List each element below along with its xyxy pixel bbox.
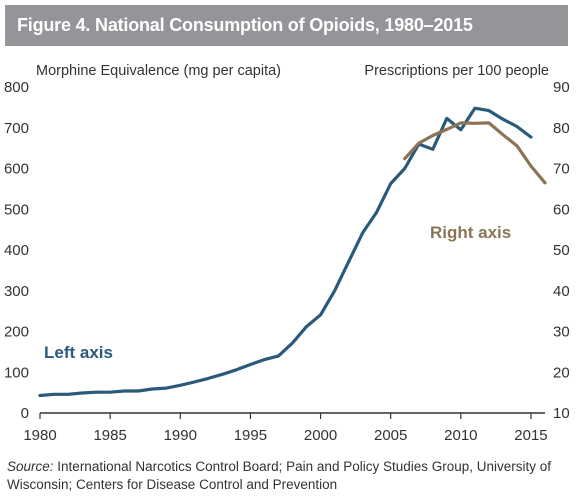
right-tick-label: 40 — [553, 283, 570, 300]
left-tick-label: 700 — [4, 120, 29, 137]
x-tick-label: 2015 — [514, 427, 547, 444]
left-series-line — [38, 106, 533, 398]
x-tick-label: 1985 — [93, 427, 126, 444]
x-tick-label: 2000 — [304, 427, 337, 444]
right-tick-label: 60 — [553, 201, 570, 218]
chart: Morphine Equivalence (mg per capita) Pres… — [4, 63, 570, 444]
right-tick-label: 30 — [553, 324, 570, 341]
left-tick-label: 200 — [4, 324, 29, 341]
left-tick-label: 100 — [4, 364, 29, 381]
right-tick-label: 90 — [553, 79, 570, 96]
source-note: Source: International Narcotics Control … — [7, 458, 567, 494]
right-tick-label: 50 — [553, 242, 570, 259]
x-tick-label: 1990 — [164, 427, 197, 444]
right-axis-title: Prescriptions per 100 people — [364, 63, 549, 79]
right-tick-label: 70 — [553, 161, 570, 178]
x-tick-label: 1995 — [234, 427, 267, 444]
left-tick-label: 0 — [21, 405, 29, 422]
left-tick-label: 600 — [4, 161, 29, 178]
right-series-annotation: Right axis — [430, 223, 511, 242]
right-tick-label: 10 — [553, 405, 570, 422]
left-tick-label: 500 — [4, 201, 29, 218]
left-axis-title: Morphine Equivalence (mg per capita) — [36, 63, 281, 79]
source-text: International Narcotics Control Board; P… — [7, 459, 552, 492]
left-tick-label: 300 — [4, 283, 29, 300]
x-tick-label: 1980 — [23, 427, 56, 444]
right-tick-label: 80 — [553, 120, 570, 137]
x-tick-label: 2005 — [374, 427, 407, 444]
source-label: Source: — [7, 459, 54, 474]
left-series-annotation: Left axis — [44, 343, 113, 362]
right-series-line — [403, 121, 547, 185]
x-tick-label: 2010 — [444, 427, 477, 444]
left-tick-label: 400 — [4, 242, 29, 259]
chart-title: Figure 4. National Consumption of Opioid… — [17, 15, 473, 35]
right-tick-label: 20 — [553, 364, 570, 381]
left-tick-label: 800 — [4, 79, 29, 96]
title-bar: Figure 4. National Consumption of Opioid… — [5, 5, 568, 46]
